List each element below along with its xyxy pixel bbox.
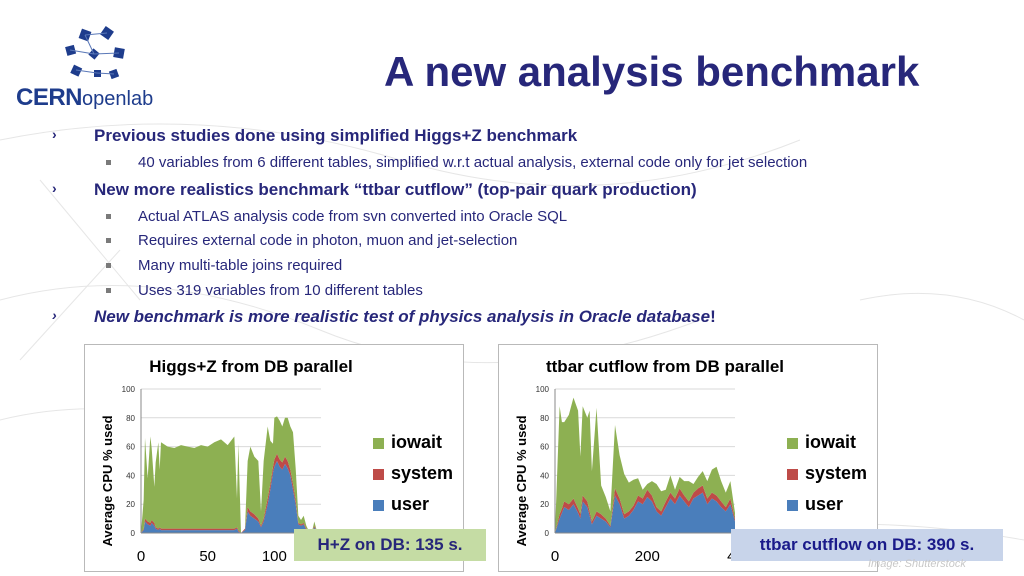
bullet-text: Previous studies done using simplified H… xyxy=(94,126,578,145)
legend-swatch-system xyxy=(373,469,384,480)
bullet-text: New more realistics benchmark “ttbar cut… xyxy=(94,180,697,199)
legend-swatch-system xyxy=(787,469,798,480)
legend-swatch-user xyxy=(373,500,384,511)
y-tick-label: 20 xyxy=(540,500,549,509)
area-series-iowait xyxy=(141,416,321,533)
square-bullet-icon xyxy=(106,238,111,243)
bullet-text: New benchmark is more realistic test of … xyxy=(94,307,716,327)
cern-openlab-logo: CERNopenlab xyxy=(14,26,154,112)
x-tick-label: 0 xyxy=(137,548,145,565)
sub-bullet-text: 40 variables from 6 different tables, si… xyxy=(138,154,808,171)
logo-wordmark: CERNopenlab xyxy=(16,84,153,112)
image-credit: Image: Shutterstock xyxy=(868,558,966,570)
y-tick-label: 100 xyxy=(536,385,550,394)
y-tick-label: 80 xyxy=(540,414,549,423)
sub-bullet-text: Many multi-table joins required xyxy=(138,257,343,274)
chart-title: ttbar cutflow from DB parallel xyxy=(546,357,784,376)
logo-sub: openlab xyxy=(82,88,154,110)
sub-bullet-text: Requires external code in photon, muon a… xyxy=(138,232,518,249)
sub-bullet-text: Actual ATLAS analysis code from svn conv… xyxy=(138,208,568,225)
square-bullet-icon xyxy=(106,288,111,293)
ttbar-time-badge: ttbar cutflow on DB: 390 s. xyxy=(731,529,1003,561)
x-tick-label: 200 xyxy=(635,548,660,565)
y-tick-label: 100 xyxy=(122,385,136,394)
legend-swatch-user xyxy=(787,500,798,511)
bullet-suffix: ! xyxy=(710,307,716,326)
square-bullet-icon xyxy=(106,160,111,165)
hz-time-badge: H+Z on DB: 135 s. xyxy=(294,529,486,561)
y-tick-label: 60 xyxy=(540,443,549,452)
chevron-right-icon: › xyxy=(52,180,57,196)
legend-label: user xyxy=(805,494,843,514)
logo-brand: CERN xyxy=(16,84,83,111)
chart-ttbar-svg: ttbar cutflow from DB parallel 0 20 40 60 80 1… xyxy=(514,357,867,565)
x-tick-label: 50 xyxy=(199,548,216,565)
area-series-user xyxy=(555,492,735,533)
square-bullet-icon xyxy=(106,214,111,219)
area-series-system xyxy=(555,485,735,533)
legend-swatch-iowait xyxy=(373,438,384,449)
legend-label: iowait xyxy=(805,432,856,452)
area-series-iowait xyxy=(555,397,735,533)
square-bullet-icon xyxy=(106,263,111,268)
chart-higgs-z-svg: Higgs+Z from DB parallel 0 20 40 60 80 100 0 50 1… xyxy=(100,357,453,565)
x-tick-label: 0 xyxy=(551,548,559,565)
cern-logo-icon xyxy=(65,26,125,80)
area-series-user xyxy=(141,461,321,533)
legend-label: system xyxy=(805,463,867,483)
slide-title: A new analysis benchmark xyxy=(384,48,920,95)
sub-bullet-text: Uses 319 variables from 10 different tab… xyxy=(138,282,423,299)
legend-label: user xyxy=(391,494,429,514)
chevron-right-icon: › xyxy=(52,307,57,323)
y-axis-label: Average CPU % used xyxy=(100,415,115,546)
y-tick-label: 40 xyxy=(126,471,135,480)
legend-label: iowait xyxy=(391,432,442,452)
y-tick-label: 0 xyxy=(545,529,550,538)
y-tick-label: 60 xyxy=(126,443,135,452)
chart-title: Higgs+Z from DB parallel xyxy=(149,357,353,376)
y-tick-label: 40 xyxy=(540,471,549,480)
chevron-right-icon: › xyxy=(52,126,57,142)
x-tick-label: 100 xyxy=(262,548,287,565)
y-axis-label: Average CPU % used xyxy=(514,415,529,546)
y-tick-label: 0 xyxy=(131,529,136,538)
bullet-text-italic: New benchmark is more realistic test of … xyxy=(94,307,711,326)
y-tick-label: 20 xyxy=(126,500,135,509)
legend-swatch-iowait xyxy=(787,438,798,449)
legend-label: system xyxy=(391,463,453,483)
y-tick-label: 80 xyxy=(126,414,135,423)
